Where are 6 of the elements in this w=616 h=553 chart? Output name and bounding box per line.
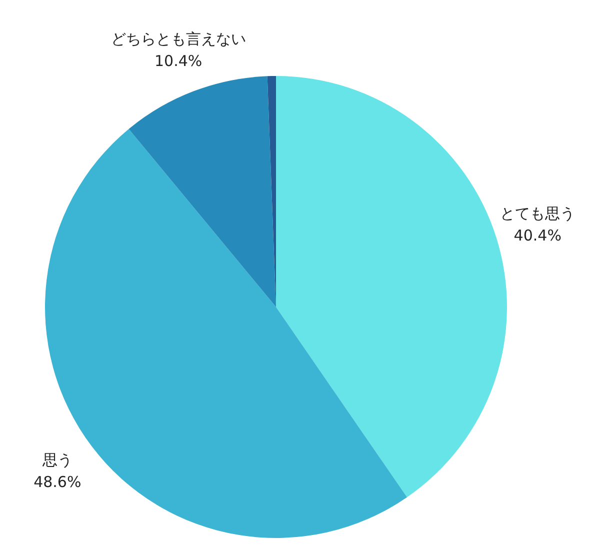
data-label: 48.6% xyxy=(34,473,82,492)
data-label: 40.4% xyxy=(514,226,562,244)
slice-label: 思う xyxy=(41,451,72,470)
data-label: 10.4% xyxy=(154,52,202,70)
slice-label: とても思う xyxy=(500,204,576,222)
slice-label: どちらとも言えない xyxy=(110,30,246,48)
